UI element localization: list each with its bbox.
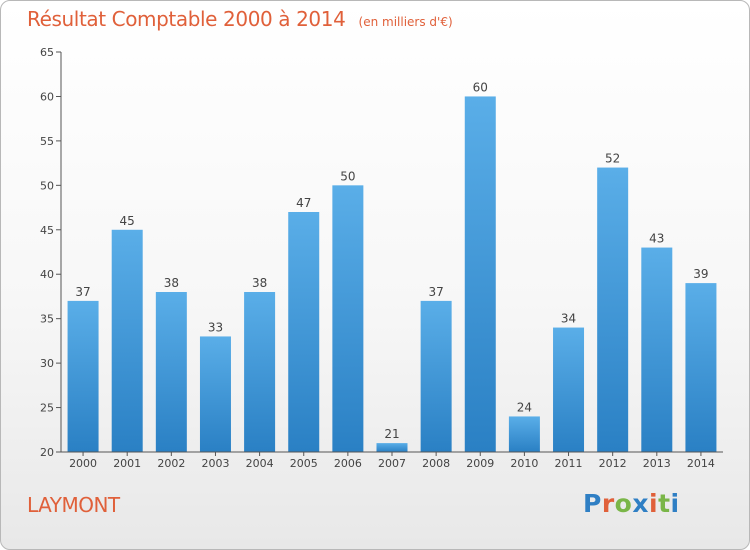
bar [464, 96, 496, 452]
bar-value-label: 38 [252, 276, 267, 290]
bar-value-label: 52 [605, 152, 620, 166]
bar-value-label: 39 [693, 267, 708, 281]
x-tick-label: 2000 [69, 457, 97, 470]
commune-name: LAYMONT [27, 493, 120, 517]
bar [67, 300, 99, 452]
logo-letter: i [670, 489, 680, 518]
bar [508, 416, 540, 452]
y-tick-label: 60 [40, 90, 54, 103]
x-tick-label: 2004 [246, 457, 274, 470]
proxiti-logo: Proxiti [583, 489, 680, 518]
bar [288, 212, 320, 452]
x-tick-label: 2003 [201, 457, 229, 470]
bar [244, 292, 276, 452]
y-tick-label: 45 [40, 224, 54, 237]
y-tick-label: 55 [40, 135, 54, 148]
bar [332, 185, 364, 453]
x-tick-label: 2014 [687, 457, 715, 470]
y-tick-label: 30 [40, 357, 54, 370]
bar-value-label: 34 [561, 312, 576, 326]
x-tick-label: 2001 [113, 457, 141, 470]
bar-value-label: 47 [296, 196, 311, 210]
bar-value-label: 37 [428, 285, 443, 299]
bar [420, 300, 452, 452]
logo-letter: r [601, 489, 615, 518]
y-tick-label: 35 [40, 313, 54, 326]
bar-value-label: 45 [120, 214, 135, 228]
bars-layer: 37 45 38 33 38 47 50 21 37 60 24 34 52 43 39 [67, 80, 717, 453]
chart-title: Résultat Comptable 2000 à 2014 [27, 7, 346, 31]
bar [199, 336, 231, 452]
x-tick-label: 2008 [422, 457, 450, 470]
logo-letter: x [632, 489, 649, 518]
bar [597, 167, 629, 453]
bar-value-label: 24 [517, 400, 532, 414]
bar [155, 292, 187, 452]
logo-letter: t [658, 489, 671, 518]
x-tick-label: 2005 [290, 457, 318, 470]
bar [685, 283, 717, 452]
x-tick-label: 2011 [555, 457, 583, 470]
bar-value-label: 21 [384, 427, 399, 441]
bar-value-label: 60 [473, 80, 488, 94]
logo-letter: i [649, 489, 659, 518]
y-tick-label: 40 [40, 268, 54, 281]
x-tick-label: 2006 [334, 457, 362, 470]
bar-value-label: 33 [208, 320, 223, 334]
axis-layer: 20 25 30 35 40 45 50 55 60 65 2000 2001 2002 2003 2004… [40, 46, 723, 470]
bar-value-label: 50 [340, 169, 355, 183]
x-tick-label: 2002 [157, 457, 185, 470]
bar-value-label: 43 [649, 232, 664, 246]
y-tick-label: 20 [40, 446, 54, 459]
y-tick-label: 50 [40, 179, 54, 192]
x-tick-label: 2009 [466, 457, 494, 470]
bar [376, 443, 408, 452]
bar [111, 229, 143, 452]
logo-letter: o [614, 489, 633, 518]
x-tick-label: 2012 [599, 457, 627, 470]
title-block: Résultat Comptable 2000 à 2014 (en milli… [27, 7, 453, 31]
bar-value-label: 38 [164, 276, 179, 290]
bar [641, 247, 673, 452]
y-tick-label: 65 [40, 46, 54, 59]
bar-value-label: 37 [75, 285, 90, 299]
x-tick-label: 2007 [378, 457, 406, 470]
logo-letter: P [583, 489, 602, 518]
y-tick-label: 25 [40, 402, 54, 415]
bar [553, 327, 585, 452]
x-tick-label: 2013 [643, 457, 671, 470]
chart-subtitle: (en milliers d'€) [358, 15, 453, 29]
x-tick-label: 2010 [510, 457, 538, 470]
